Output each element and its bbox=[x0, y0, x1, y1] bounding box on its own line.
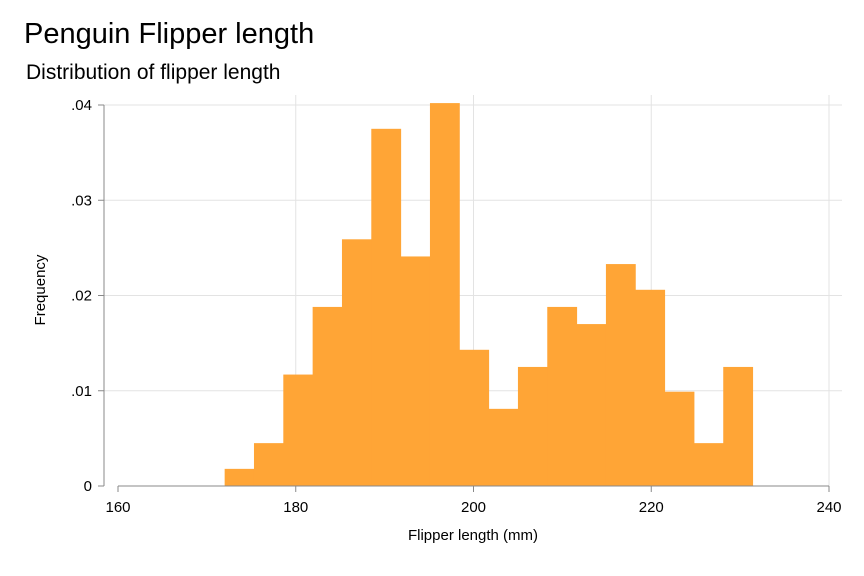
histogram-bar bbox=[371, 128, 402, 486]
histogram-bar bbox=[312, 306, 343, 486]
histogram-bar bbox=[429, 103, 460, 486]
histogram-bar bbox=[605, 264, 636, 486]
histogram-bar bbox=[224, 468, 255, 486]
histogram-bar bbox=[635, 289, 666, 486]
histogram-bar bbox=[283, 374, 314, 486]
x-tick-label: 180 bbox=[283, 499, 308, 516]
x-tick-label: 240 bbox=[816, 499, 841, 516]
histogram-bar bbox=[400, 256, 431, 486]
chart-subtitle: Distribution of flipper length bbox=[26, 61, 281, 84]
y-axis-ticks: 0 .01 .02 .03 .04 bbox=[71, 97, 104, 495]
histogram-bar bbox=[576, 324, 607, 486]
y-tick-label: .01 bbox=[71, 383, 92, 400]
x-tick-label: 160 bbox=[105, 499, 130, 516]
histogram-bar bbox=[517, 366, 548, 486]
x-axis-ticks: 160 180 200 220 240 bbox=[105, 486, 842, 516]
y-tick-label: .03 bbox=[71, 192, 92, 209]
x-axis-label: Flipper length (mm) bbox=[408, 527, 538, 544]
histogram-bars bbox=[224, 103, 754, 486]
histogram-bar bbox=[253, 443, 284, 486]
y-axis-label: Frequency bbox=[32, 254, 49, 325]
histogram-bar bbox=[459, 349, 490, 486]
histogram-bar bbox=[693, 443, 724, 486]
histogram-bar bbox=[664, 391, 695, 486]
histogram-bar bbox=[547, 306, 578, 486]
chart-title: Penguin Flipper length bbox=[24, 18, 315, 50]
histogram-bar bbox=[723, 366, 754, 486]
y-tick-label: .04 bbox=[71, 97, 92, 114]
histogram-bar bbox=[341, 239, 372, 486]
y-tick-label: 0 bbox=[84, 478, 92, 495]
y-tick-label: .02 bbox=[71, 288, 92, 305]
x-tick-label: 200 bbox=[461, 499, 486, 516]
x-tick-label: 220 bbox=[639, 499, 664, 516]
histogram-bar bbox=[488, 408, 519, 486]
